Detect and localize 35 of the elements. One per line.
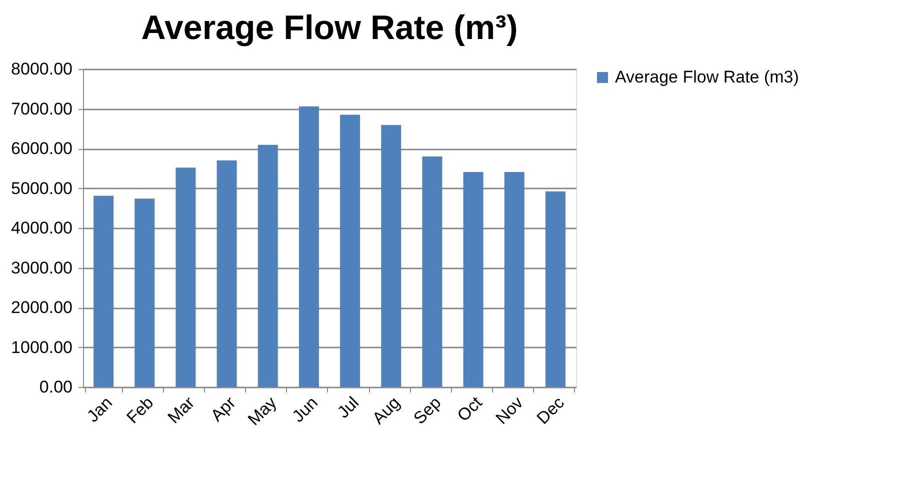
- bar: [463, 172, 484, 387]
- y-tick-label: 2000.00: [11, 298, 72, 317]
- y-tick-label: 4000.00: [11, 218, 72, 238]
- y-tick-label: 1000.00: [11, 338, 72, 357]
- x-tick-label: Oct: [454, 392, 486, 426]
- y-tick-label: 3000.00: [11, 258, 72, 278]
- x-tick-label: May: [244, 392, 281, 430]
- bar: [545, 191, 566, 387]
- bar: [216, 160, 237, 387]
- bar: [422, 156, 442, 387]
- x-tick-label: Aug: [368, 393, 404, 428]
- bar: [258, 144, 278, 387]
- x-tick-label: Nov: [492, 392, 528, 428]
- bar: [94, 196, 114, 387]
- x-tick-label: Jan: [83, 393, 116, 426]
- x-tick-label: Jun: [288, 393, 322, 426]
- bar: [504, 172, 524, 387]
- x-tick-label: Feb: [122, 393, 158, 428]
- x-tick-label: Jul: [334, 393, 363, 422]
- x-tick-label: Apr: [207, 392, 240, 426]
- x-tick-label: Sep: [410, 393, 445, 428]
- chart-title: Average Flow Rate (m³): [141, 9, 518, 47]
- y-tick-label: 6000.00: [11, 139, 72, 158]
- y-tick-label: 0.00: [39, 378, 72, 396]
- legend-label: Average Flow Rate (m3): [615, 68, 799, 86]
- y-tick-label: 8000.00: [11, 60, 72, 78]
- y-tick-label: 5000.00: [11, 178, 72, 198]
- x-tick-label: Mar: [164, 392, 198, 428]
- y-tick-label: 7000.00: [11, 99, 72, 118]
- bar: [176, 168, 196, 387]
- bar: [298, 106, 319, 387]
- x-tick-label: Dec: [533, 392, 568, 428]
- bar: [381, 125, 402, 387]
- bar: [134, 198, 155, 387]
- bar: [340, 114, 360, 387]
